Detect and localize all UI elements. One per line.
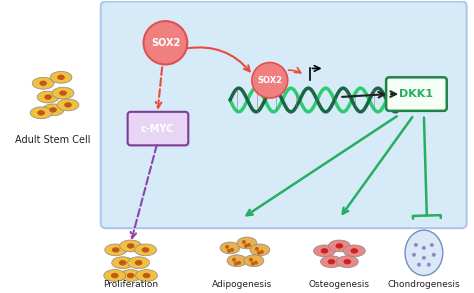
Ellipse shape: [135, 260, 142, 265]
Text: Osteogenesis: Osteogenesis: [309, 280, 370, 289]
Ellipse shape: [64, 102, 72, 108]
Ellipse shape: [39, 81, 47, 86]
Ellipse shape: [44, 94, 52, 100]
Ellipse shape: [320, 248, 328, 253]
Ellipse shape: [136, 270, 157, 282]
Ellipse shape: [128, 257, 149, 269]
Text: SOX2: SOX2: [257, 76, 283, 85]
Ellipse shape: [104, 270, 126, 282]
Ellipse shape: [336, 243, 343, 248]
Circle shape: [427, 263, 431, 267]
Ellipse shape: [343, 245, 365, 257]
Ellipse shape: [350, 248, 358, 253]
Circle shape: [230, 248, 234, 252]
FancyBboxPatch shape: [101, 1, 466, 228]
Circle shape: [232, 258, 236, 262]
Ellipse shape: [50, 71, 72, 83]
Circle shape: [252, 62, 288, 98]
Text: Adult Stem Cell: Adult Stem Cell: [15, 134, 91, 144]
Ellipse shape: [59, 91, 67, 96]
Circle shape: [254, 261, 258, 265]
Ellipse shape: [120, 240, 142, 252]
Ellipse shape: [112, 257, 134, 269]
Circle shape: [144, 21, 187, 64]
Text: c-MYC: c-MYC: [141, 124, 174, 134]
Ellipse shape: [405, 230, 443, 275]
Circle shape: [257, 251, 261, 255]
Text: Adipogenesis: Adipogenesis: [212, 280, 272, 289]
Ellipse shape: [57, 99, 79, 111]
Ellipse shape: [135, 244, 156, 256]
Ellipse shape: [127, 243, 135, 248]
Ellipse shape: [111, 273, 118, 278]
Circle shape: [242, 240, 246, 244]
Ellipse shape: [30, 107, 52, 119]
Ellipse shape: [313, 245, 336, 257]
Circle shape: [412, 253, 416, 257]
Ellipse shape: [142, 247, 149, 253]
Ellipse shape: [344, 259, 351, 264]
Text: Proliferation: Proliferation: [103, 280, 158, 289]
Ellipse shape: [220, 242, 240, 254]
Text: Chondrogenesis: Chondrogenesis: [388, 280, 460, 289]
Circle shape: [237, 261, 241, 265]
Ellipse shape: [49, 107, 57, 113]
Circle shape: [234, 262, 238, 266]
Circle shape: [244, 244, 248, 248]
FancyBboxPatch shape: [386, 77, 447, 111]
Ellipse shape: [250, 244, 270, 256]
Ellipse shape: [227, 255, 247, 267]
Text: DKK1: DKK1: [399, 89, 433, 99]
Ellipse shape: [127, 273, 135, 278]
Ellipse shape: [337, 256, 358, 268]
FancyBboxPatch shape: [128, 112, 188, 145]
Circle shape: [422, 256, 426, 260]
Ellipse shape: [328, 259, 335, 264]
Ellipse shape: [119, 260, 127, 265]
Circle shape: [260, 250, 264, 254]
Ellipse shape: [32, 77, 54, 89]
Ellipse shape: [237, 237, 257, 249]
Ellipse shape: [105, 244, 127, 256]
Ellipse shape: [143, 273, 150, 278]
Circle shape: [251, 262, 255, 266]
Ellipse shape: [42, 104, 64, 116]
Circle shape: [414, 243, 418, 247]
Circle shape: [422, 246, 426, 250]
Circle shape: [249, 258, 253, 262]
Circle shape: [225, 245, 229, 249]
Ellipse shape: [244, 255, 264, 267]
Ellipse shape: [57, 75, 65, 80]
Text: SOX2: SOX2: [151, 38, 180, 48]
Circle shape: [227, 249, 231, 253]
Circle shape: [255, 247, 259, 251]
Ellipse shape: [37, 91, 59, 103]
Circle shape: [417, 263, 421, 267]
Circle shape: [432, 253, 436, 257]
Ellipse shape: [120, 270, 142, 282]
Ellipse shape: [320, 256, 342, 268]
Circle shape: [247, 243, 251, 247]
Ellipse shape: [52, 87, 74, 99]
Ellipse shape: [37, 110, 45, 115]
Circle shape: [430, 243, 434, 247]
Ellipse shape: [328, 240, 350, 252]
Ellipse shape: [112, 247, 119, 253]
